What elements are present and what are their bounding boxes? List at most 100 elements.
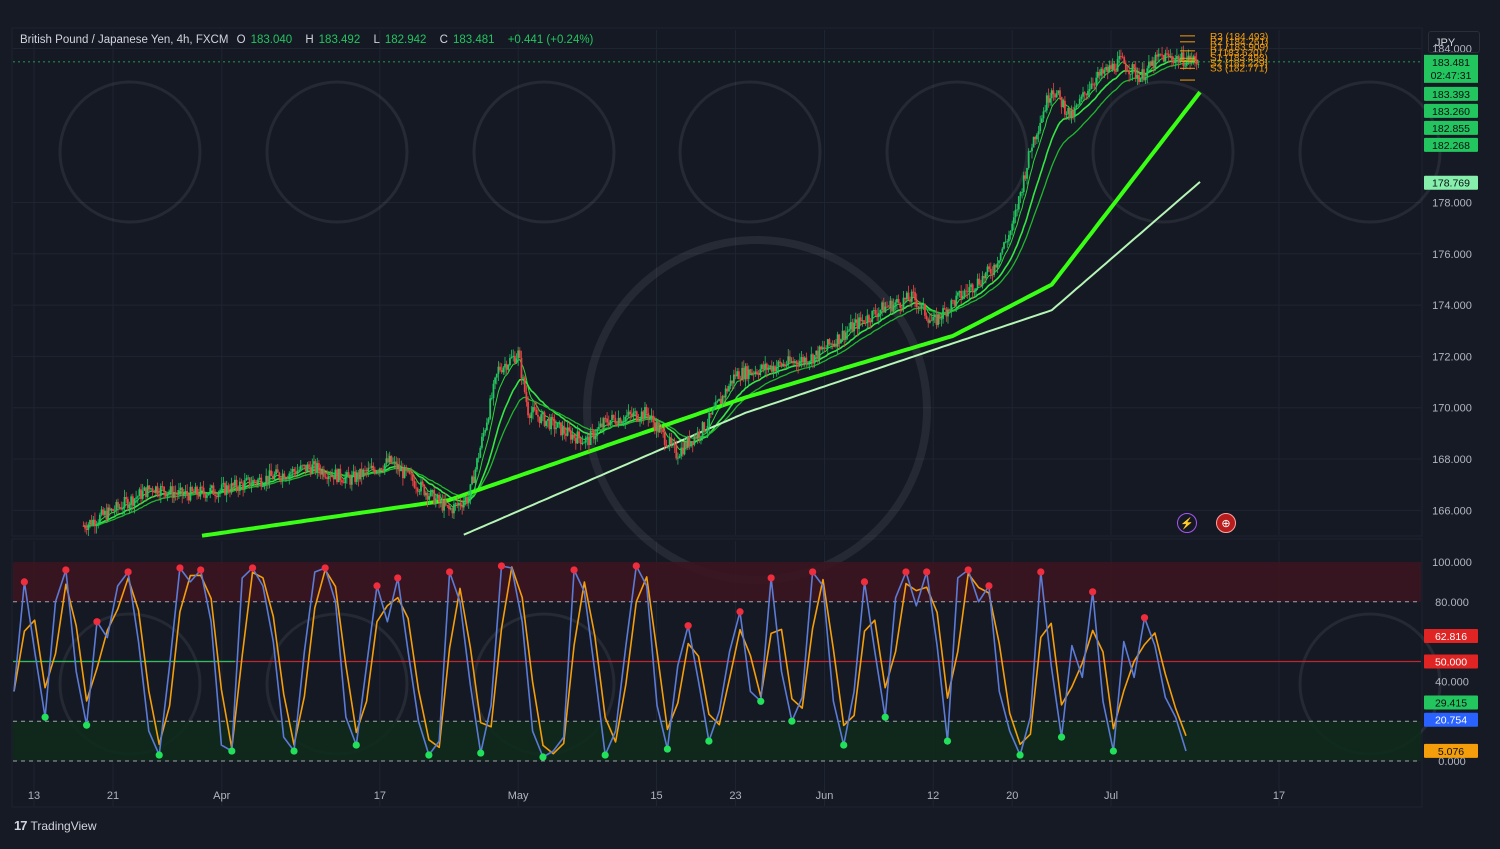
overbought-marker bbox=[20, 578, 28, 586]
candle-body bbox=[1177, 56, 1180, 63]
candle-body bbox=[863, 320, 865, 323]
candle-body bbox=[868, 315, 870, 322]
uk-flag-event-icon[interactable]: ⊕ bbox=[1216, 513, 1236, 533]
candle-body bbox=[723, 396, 725, 398]
candle-body bbox=[456, 503, 459, 505]
candle-body bbox=[209, 487, 212, 494]
candle-body bbox=[336, 469, 338, 483]
candle-body bbox=[110, 509, 113, 511]
candle-body bbox=[606, 418, 608, 423]
oversold-marker bbox=[663, 745, 672, 753]
candle-body bbox=[1113, 63, 1116, 72]
candle-body bbox=[693, 436, 696, 445]
candle-body bbox=[1059, 90, 1061, 97]
candle-body bbox=[681, 447, 684, 455]
candle-body bbox=[705, 430, 707, 432]
candle-body bbox=[996, 263, 999, 268]
candle-body bbox=[252, 480, 254, 485]
candle-body bbox=[387, 458, 389, 463]
candle-body bbox=[894, 302, 897, 305]
candle-body bbox=[245, 478, 248, 481]
price-label-bg bbox=[1424, 175, 1478, 190]
watermark-logo-icon bbox=[58, 80, 202, 224]
candle-body bbox=[515, 358, 518, 364]
candle-body bbox=[1026, 167, 1028, 179]
candle-body bbox=[283, 473, 286, 480]
candle-body bbox=[882, 302, 885, 313]
overbought-marker bbox=[632, 562, 640, 570]
candle-body bbox=[550, 416, 553, 430]
candle-body bbox=[146, 485, 149, 498]
candle-body bbox=[915, 300, 918, 307]
candle-body bbox=[754, 371, 757, 374]
candle-body bbox=[551, 416, 554, 419]
candle-body bbox=[668, 437, 671, 447]
time-axis-label: 13 bbox=[28, 790, 40, 802]
candle-body bbox=[803, 357, 806, 363]
candle-body bbox=[304, 464, 307, 472]
candle-body bbox=[846, 330, 849, 333]
candle-body bbox=[90, 520, 93, 526]
price-axis-label: 178.000 bbox=[1432, 197, 1472, 209]
candle-body bbox=[764, 363, 767, 370]
overbought-marker bbox=[985, 582, 993, 590]
candle-body bbox=[1032, 136, 1035, 148]
candle-body bbox=[917, 306, 920, 308]
candle-body bbox=[779, 361, 781, 364]
candle-body bbox=[640, 411, 643, 420]
candle-body bbox=[278, 472, 281, 479]
candle-body bbox=[462, 502, 465, 508]
candle-body bbox=[1070, 110, 1073, 119]
candle-body bbox=[319, 470, 322, 475]
candle-body bbox=[721, 396, 724, 404]
candle-body bbox=[942, 308, 944, 319]
candle-body bbox=[1144, 77, 1147, 81]
candle-body bbox=[1129, 73, 1132, 75]
oscillator-axis: 100.000 80.000 40.000 0.000 bbox=[1432, 557, 1472, 768]
candle-body bbox=[630, 413, 633, 417]
candle-body bbox=[649, 417, 651, 420]
candle-body bbox=[290, 472, 292, 474]
oscillator-value-label: 62.816 bbox=[1435, 631, 1467, 643]
candle-body bbox=[344, 477, 347, 484]
tradingview-branding[interactable]: 17 TradingView bbox=[14, 818, 97, 833]
flash-event-icon[interactable]: ⚡ bbox=[1177, 513, 1197, 533]
candle-body bbox=[971, 284, 974, 293]
watermark-logo-icon bbox=[1091, 80, 1235, 224]
candle-body bbox=[370, 465, 373, 468]
candle-body bbox=[263, 484, 266, 487]
candle-body bbox=[189, 486, 192, 501]
candle-body bbox=[579, 438, 582, 445]
candle-body bbox=[821, 347, 824, 350]
overbought-marker bbox=[923, 568, 931, 576]
candle-body bbox=[1008, 234, 1010, 242]
currency-button[interactable]: JPY bbox=[1428, 31, 1480, 53]
candle-body bbox=[345, 472, 348, 478]
candle-body bbox=[937, 314, 940, 325]
pivot-levels: R3 (184.493)R2 (184.261)R1 (183.909)P (1… bbox=[1180, 32, 1268, 81]
oscillator-value-label-bg bbox=[1424, 628, 1478, 643]
candle-body bbox=[1087, 90, 1089, 96]
candle-body bbox=[938, 314, 941, 319]
candle-body bbox=[790, 360, 793, 362]
candle-body bbox=[1134, 67, 1137, 78]
candle-body bbox=[191, 486, 193, 492]
candle-body bbox=[224, 483, 226, 495]
candle-body bbox=[836, 334, 839, 347]
candle-body bbox=[276, 469, 279, 473]
stoch-k-line bbox=[13, 565, 1187, 758]
candle-body bbox=[756, 371, 758, 374]
candle-body bbox=[935, 314, 938, 325]
candles bbox=[82, 45, 1200, 536]
candle-body bbox=[301, 465, 304, 467]
oscillator-axis-label: 100.000 bbox=[1432, 557, 1472, 569]
candle-body bbox=[1148, 61, 1150, 69]
candle-body bbox=[260, 477, 263, 487]
candle-body bbox=[904, 297, 907, 300]
candle-body bbox=[602, 418, 605, 428]
price-label-bg bbox=[1424, 137, 1478, 152]
candle-body bbox=[528, 415, 531, 419]
candle-body bbox=[683, 442, 686, 455]
